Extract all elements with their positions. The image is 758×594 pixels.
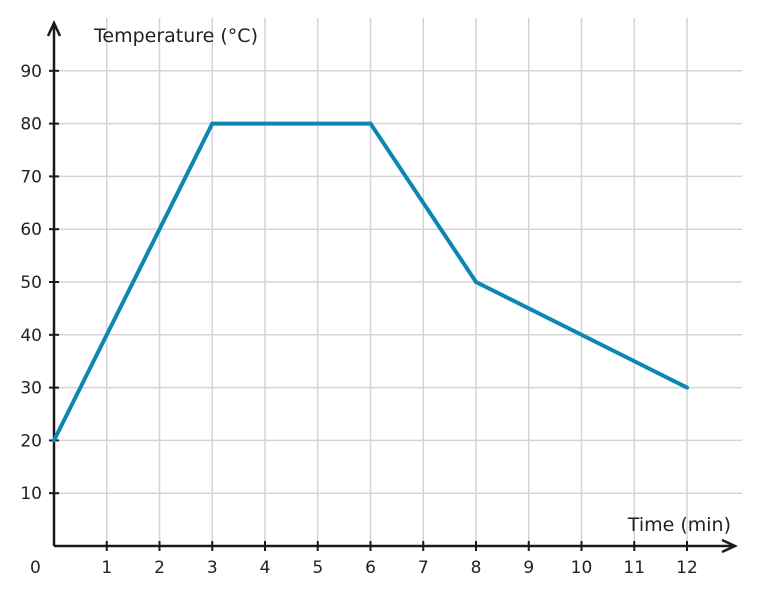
grid: [54, 18, 742, 546]
y-tick-label: 10: [20, 484, 42, 504]
y-tick-label: 20: [20, 431, 42, 451]
y-axis-title: Temperature (°C): [93, 25, 258, 47]
y-tick-label: 50: [20, 273, 42, 293]
x-tick-label: 1: [101, 558, 112, 578]
data-point: [210, 121, 215, 126]
origin-label: 0: [30, 558, 41, 578]
x-axis-arrow-icon: [721, 538, 738, 554]
x-tick-label: 11: [623, 558, 645, 578]
x-tick-label: 5: [312, 558, 323, 578]
y-axis-arrow-icon: [46, 20, 62, 37]
x-tick-label: 4: [260, 558, 271, 578]
data-point: [368, 121, 373, 126]
y-tick-label: 60: [20, 220, 42, 240]
data-point: [685, 385, 689, 390]
x-tick-label: 6: [365, 558, 376, 578]
y-tick-label: 70: [20, 167, 42, 187]
x-tick-label: 8: [471, 558, 482, 578]
y-tick-label: 30: [20, 379, 42, 399]
data-point: [474, 280, 478, 284]
x-axis-title: Time (min): [627, 514, 731, 536]
series: [52, 121, 689, 443]
x-tick-label: 2: [154, 558, 165, 578]
x-tick-label: 12: [676, 558, 698, 578]
x-tick-label: 10: [571, 558, 593, 578]
data-point: [52, 438, 56, 443]
y-tick-label: 90: [20, 62, 42, 82]
y-tick-label: 40: [20, 326, 42, 346]
x-tick-label: 7: [418, 558, 429, 578]
y-tick-label: 80: [20, 115, 42, 135]
x-tick-label: 9: [523, 558, 534, 578]
x-tick-label: 3: [207, 558, 218, 578]
axes: [46, 20, 738, 554]
